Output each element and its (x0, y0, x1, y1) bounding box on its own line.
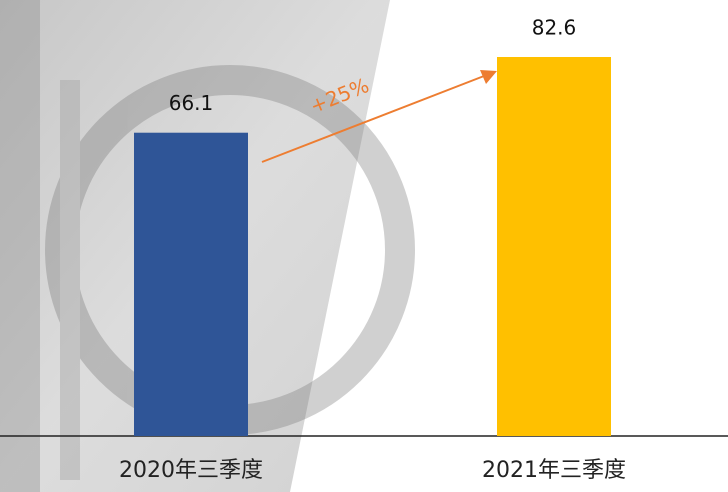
page: {"chart_data": {"type": "bar", "categori… (0, 0, 728, 492)
bar (497, 57, 611, 436)
x-tick-label: 2020年三季度 (119, 458, 263, 483)
x-tick-label: 2021年三季度 (482, 458, 626, 483)
chart: 66.12020年三季度82.62021年三季度+25% (0, 0, 728, 492)
value-label: 82.6 (532, 16, 577, 40)
value-label: 66.1 (169, 91, 214, 115)
bar (134, 133, 248, 436)
